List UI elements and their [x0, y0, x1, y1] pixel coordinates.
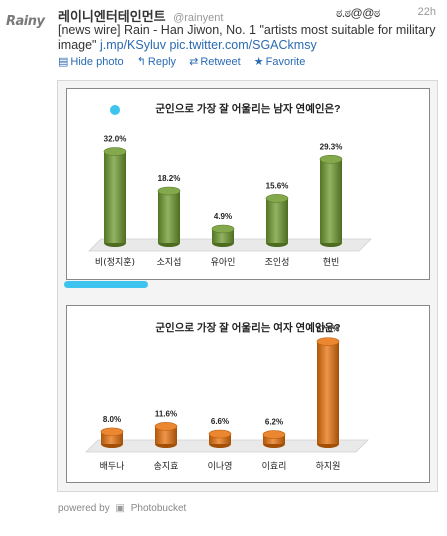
- category-label: 소지섭: [157, 257, 182, 268]
- female-bar-chart: 8.0% 배두나 11.6% 송지효 6.6% 이나영 6.2% 이효리 67.6% 하지원: [85, 325, 369, 472]
- bar-이효리: [262, 430, 286, 448]
- tweet-photo[interactable]: 군인으로 가장 잘 어울리는 남자 연예인은? 32.0% 비(정지훈) 18.2%…: [57, 80, 438, 492]
- value-label: 8.0%: [103, 415, 121, 424]
- bar-유아인: [211, 224, 235, 247]
- star-icon: ★: [253, 56, 264, 68]
- category-label: 이효리: [262, 461, 287, 472]
- tweet-timestamp[interactable]: 22h: [417, 6, 436, 18]
- tweet-text: [news wire] Rain - Han Jiwon, No. 1 "art…: [58, 23, 438, 53]
- highlight-underline: [64, 281, 148, 288]
- category-label: 하지원: [316, 461, 341, 472]
- bar-소지섭: [157, 186, 181, 247]
- chart-title: 군인으로 가장 잘 어울리는 여자 연예인은?: [155, 322, 341, 334]
- category-label: 비(정지훈): [95, 256, 135, 268]
- value-label: 18.2%: [158, 174, 181, 183]
- favorite-label: Favorite: [265, 56, 306, 68]
- hide-photo-label: Hide photo: [70, 56, 124, 68]
- short-link[interactable]: j.mp/KSyluv: [99, 38, 166, 52]
- category-label: 현빈: [323, 257, 340, 268]
- retweet-button[interactable]: ⇄ Retweet: [189, 56, 241, 68]
- bar-배두나: [100, 427, 124, 448]
- emoticon-text: ಠ.ಠ@@ಠ: [336, 6, 380, 20]
- favorite-button[interactable]: ★ Favorite: [254, 56, 306, 68]
- bar-비(정지훈): [103, 147, 127, 247]
- bar-하지원: [316, 337, 340, 448]
- value-label: 6.2%: [265, 418, 283, 427]
- category-label: 조인성: [265, 257, 290, 268]
- retweet-icon: ⇄: [189, 56, 199, 68]
- account-name[interactable]: 레이니엔터테인먼트: [58, 9, 166, 24]
- bar-현빈: [319, 154, 343, 247]
- bar-조인성: [265, 194, 289, 247]
- female-chart-panel: 군인으로 가장 잘 어울리는 여자 연예인은? 8.0% 배두나 11.6% 송지효 6…: [66, 305, 430, 483]
- value-label: 67.6%: [317, 325, 340, 334]
- category-label: 이나영: [208, 461, 233, 472]
- photo-icon: ▤: [58, 56, 69, 68]
- tweet-actions: ▤ Hide photo ↰ Reply ⇄ Retweet ★ Favorite: [58, 55, 315, 68]
- hide-photo-button[interactable]: ▤ Hide photo: [58, 56, 124, 68]
- photobucket-link[interactable]: Photobucket: [130, 503, 187, 514]
- highlight-dot: [110, 105, 120, 115]
- camera-icon: ▣: [115, 503, 125, 514]
- male-bar-chart: 32.0% 비(정지훈) 18.2% 소지섭 4.9% 유아인 15.6% 조인성 29.3% 현…: [88, 135, 372, 268]
- reply-button[interactable]: ↰ Reply: [137, 56, 176, 68]
- retweet-label: Retweet: [200, 56, 241, 68]
- value-label: 15.6%: [266, 181, 289, 190]
- value-label: 11.6%: [155, 409, 177, 418]
- male-chart-panel: 군인으로 가장 잘 어울리는 남자 연예인은? 32.0% 비(정지훈) 18.2%…: [66, 88, 430, 280]
- powered-by-label: powered by: [58, 503, 110, 514]
- pic-link[interactable]: pic.twitter.com/SGACkmsy: [169, 38, 317, 52]
- tweet-body: [news wire] Rain - Han Jiwon, No. 1 "art…: [58, 23, 436, 52]
- account-handle[interactable]: @rainyent: [173, 12, 224, 24]
- chart-title: 군인으로 가장 잘 어울리는 남자 연예인은?: [155, 103, 341, 115]
- reply-icon: ↰: [136, 56, 146, 68]
- category-label: 송지효: [154, 461, 179, 472]
- category-label: 배두나: [100, 461, 125, 472]
- avatar[interactable]: Rainy: [6, 14, 45, 29]
- value-label: 6.6%: [211, 417, 229, 426]
- reply-label: Reply: [147, 56, 177, 68]
- value-label: 4.9%: [214, 212, 232, 221]
- bar-이나영: [208, 429, 232, 448]
- value-label: 32.0%: [104, 135, 127, 144]
- photo-footer: powered by ▣ Photobucket: [58, 503, 186, 514]
- category-label: 유아인: [211, 257, 236, 268]
- bar-송지효: [154, 422, 178, 448]
- tweet-header: 레이니엔터테인먼트 @rainyent ಠ.ಠ@@ಠ 22h: [58, 6, 442, 24]
- value-label: 29.3%: [320, 142, 343, 151]
